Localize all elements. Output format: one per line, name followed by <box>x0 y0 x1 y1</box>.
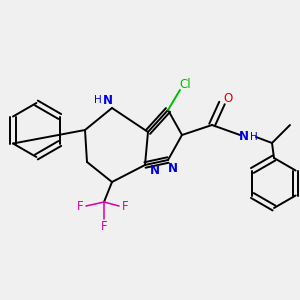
Text: O: O <box>224 92 232 104</box>
Text: N: N <box>103 94 113 106</box>
Text: H: H <box>94 95 102 105</box>
Text: F: F <box>101 220 107 232</box>
Text: F: F <box>77 200 83 212</box>
Text: N: N <box>150 164 160 176</box>
Text: Cl: Cl <box>179 79 191 92</box>
Text: H: H <box>250 132 258 142</box>
Text: N: N <box>168 161 178 175</box>
Text: N: N <box>239 130 249 143</box>
Text: F: F <box>122 200 128 212</box>
